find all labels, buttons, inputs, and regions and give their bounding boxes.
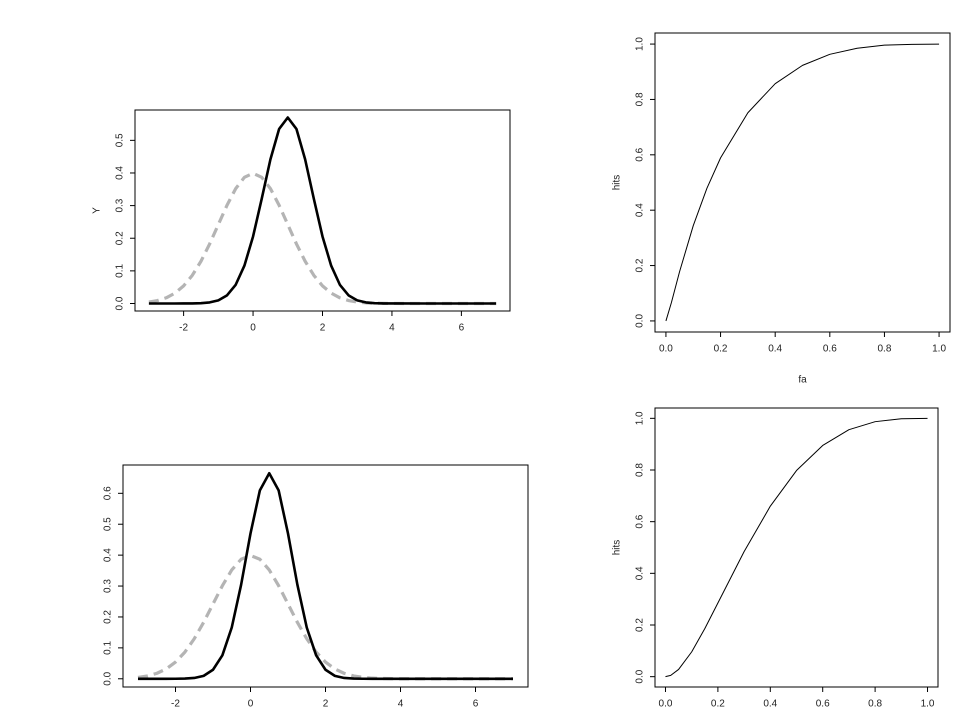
- x-tick-label: 0.4: [768, 344, 782, 355]
- y-axis-label: hits: [612, 540, 623, 556]
- y-tick-label: 0.3: [115, 198, 126, 212]
- y-tick-label: 0.1: [103, 640, 114, 654]
- x-tick-label: 0.6: [823, 344, 837, 355]
- x-tick-label: -2: [179, 323, 188, 334]
- y-tick-label: 0.0: [635, 669, 646, 683]
- y-tick-label: 1.0: [635, 37, 646, 51]
- y-tick-label: 0.2: [103, 610, 114, 624]
- y-tick-label: 0.8: [635, 463, 646, 477]
- x-tick-label: 1.0: [932, 344, 946, 355]
- y-tick-label: 0.4: [635, 566, 646, 580]
- y-tick-label: 0.3: [103, 579, 114, 593]
- x-axis-label: fa: [798, 375, 807, 386]
- y-tick-label: 0.0: [635, 314, 646, 328]
- plot-frame: [134, 109, 511, 312]
- plot-frame: [654, 407, 939, 688]
- x-tick-label: 0: [250, 323, 256, 334]
- y-tick-label: 0.0: [115, 296, 126, 310]
- y-tick-label: 0.4: [115, 166, 126, 180]
- y-tick-label: 1.0: [635, 411, 646, 425]
- y-tick-label: 0.2: [635, 618, 646, 632]
- x-tick-label: 0.8: [868, 699, 882, 710]
- line-series: [137, 553, 513, 681]
- y-tick-label: 0.2: [115, 231, 126, 245]
- x-tick-label: 2: [323, 699, 329, 710]
- y-tick-label: 0.6: [635, 514, 646, 528]
- y-axis-label: Y: [92, 207, 103, 214]
- y-tick-label: 0.2: [635, 258, 646, 272]
- x-tick-label: 6: [459, 323, 465, 334]
- y-tick-label: 0.6: [103, 486, 114, 500]
- y-axis-label: hits: [612, 175, 623, 191]
- y-tick-label: 0.8: [635, 92, 646, 106]
- x-tick-label: 6: [473, 699, 479, 710]
- y-tick-label: 0.4: [635, 203, 646, 217]
- line-series: [148, 116, 497, 305]
- x-tick-label: -2: [171, 699, 180, 710]
- y-tick-label: 0.0: [103, 671, 114, 685]
- x-tick-label: 0.2: [714, 344, 728, 355]
- x-tick-label: 0.6: [816, 699, 830, 710]
- line-series: [665, 417, 928, 678]
- y-tick-label: 0.4: [103, 548, 114, 562]
- x-tick-label: 0: [248, 699, 254, 710]
- line-series: [665, 43, 940, 322]
- x-tick-label: 2: [320, 323, 326, 334]
- line-series: [138, 471, 513, 681]
- y-tick-label: 0.5: [103, 517, 114, 531]
- plot-frame: [654, 32, 951, 333]
- y-tick-label: 0.5: [115, 133, 126, 147]
- x-tick-label: 0.4: [763, 699, 777, 710]
- x-tick-label: 4: [389, 323, 395, 334]
- x-tick-label: 0.2: [711, 699, 725, 710]
- line-series: [148, 171, 497, 306]
- y-tick-label: 0.6: [635, 147, 646, 161]
- x-tick-label: 0.0: [659, 344, 673, 355]
- y-tick-label: 0.1: [115, 263, 126, 277]
- x-tick-label: 0.0: [659, 699, 673, 710]
- x-tick-label: 1.0: [921, 699, 935, 710]
- x-tick-label: 0.8: [877, 344, 891, 355]
- x-tick-label: 4: [398, 699, 404, 710]
